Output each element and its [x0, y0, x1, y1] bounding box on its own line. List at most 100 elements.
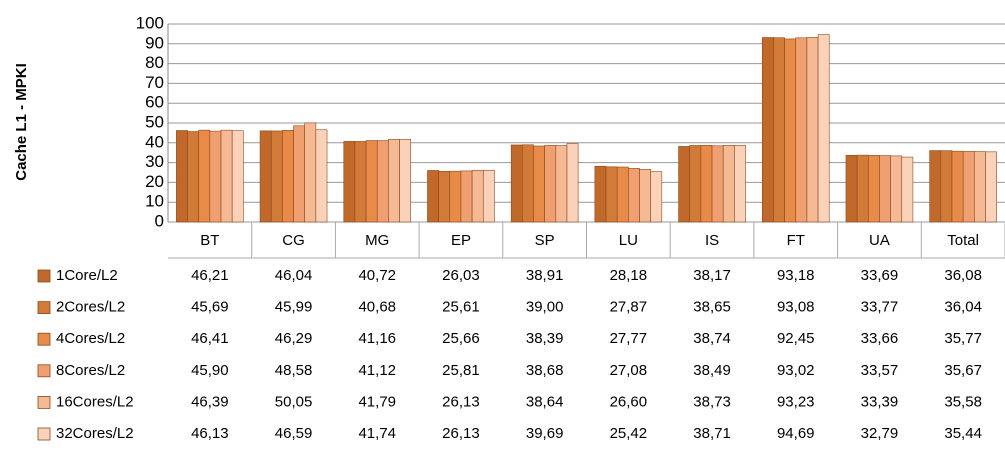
bar — [722, 145, 735, 223]
value-label: 46,13 — [191, 425, 229, 442]
bar — [510, 144, 523, 223]
value-label: 93,08 — [777, 299, 815, 316]
y-tick-label: 70 — [145, 73, 164, 92]
bar — [940, 150, 953, 223]
bar — [176, 130, 188, 223]
value-label: 41,16 — [358, 330, 396, 347]
bar — [449, 170, 462, 223]
value-label: 33,66 — [861, 330, 899, 347]
value-label: 46,39 — [191, 393, 229, 410]
value-label: 35,44 — [944, 425, 982, 442]
value-label: 38,91 — [526, 267, 564, 284]
bar — [471, 169, 484, 223]
value-label: 38,74 — [693, 330, 731, 347]
value-label: 50,05 — [275, 393, 313, 410]
bar — [187, 131, 199, 223]
bar — [209, 130, 222, 223]
bar — [628, 168, 640, 223]
value-label: 33,57 — [861, 362, 899, 379]
value-label: 26,03 — [442, 267, 480, 284]
y-tick-label: 60 — [145, 93, 164, 112]
value-label: 38,71 — [693, 425, 731, 442]
value-label: 27,77 — [610, 330, 648, 347]
value-label: 46,04 — [275, 267, 313, 284]
legend-swatch — [37, 332, 51, 346]
bar — [711, 145, 724, 223]
value-label: 26,13 — [442, 425, 480, 442]
bar — [951, 150, 964, 223]
value-label: 39,69 — [526, 425, 564, 442]
y-tick-label: 20 — [145, 172, 164, 191]
value-label: 38,64 — [526, 393, 564, 410]
bar — [482, 169, 495, 223]
bar — [365, 140, 378, 223]
bar — [784, 38, 797, 223]
legend-label: 2Cores/L2 — [56, 299, 125, 316]
bar — [845, 154, 858, 223]
bar — [817, 34, 830, 223]
y-tick-label: 90 — [145, 33, 164, 52]
bar — [533, 145, 545, 223]
legend-swatch — [37, 364, 51, 378]
y-tick-label: 30 — [145, 152, 164, 171]
x-tick-label: BT — [200, 232, 219, 249]
bar — [460, 170, 473, 223]
bar — [427, 170, 439, 223]
value-label: 25,66 — [442, 330, 480, 347]
y-axis-label: Cache L1 - MPKI — [13, 63, 30, 181]
value-label: 45,99 — [275, 299, 313, 316]
x-tick-label: Total — [947, 232, 979, 249]
value-label: 40,68 — [358, 299, 396, 316]
value-label: 38,39 — [526, 330, 564, 347]
bar — [734, 145, 746, 223]
value-label: 27,87 — [610, 299, 648, 316]
value-label: 38,17 — [693, 267, 731, 284]
bar — [605, 166, 618, 223]
bar — [700, 144, 713, 223]
bar — [879, 155, 891, 223]
bar — [761, 37, 774, 223]
bar — [354, 141, 367, 223]
legend-swatch — [37, 301, 51, 315]
value-label: 35,67 — [944, 362, 982, 379]
legend-label: 8Cores/L2 — [56, 362, 125, 379]
bar — [315, 129, 328, 223]
bar — [929, 150, 942, 223]
bar — [678, 146, 691, 223]
value-label: 40,72 — [358, 267, 396, 284]
legend-swatch — [37, 427, 51, 441]
bar — [555, 145, 568, 223]
y-tick-label: 80 — [145, 53, 164, 72]
value-label: 46,59 — [275, 425, 313, 442]
bar — [985, 151, 997, 223]
value-label: 26,13 — [442, 393, 480, 410]
value-label: 33,69 — [861, 267, 899, 284]
bar — [282, 130, 294, 223]
bar — [639, 169, 651, 223]
bar — [867, 155, 880, 223]
bar — [293, 125, 306, 223]
x-tick-label: IS — [705, 232, 719, 249]
value-label: 38,49 — [693, 362, 731, 379]
bar — [220, 129, 233, 223]
bar — [856, 154, 869, 223]
bar — [795, 37, 808, 223]
value-label: 27,08 — [610, 362, 648, 379]
value-label: 46,29 — [275, 330, 313, 347]
bar — [962, 151, 975, 223]
bar — [616, 166, 629, 223]
value-label: 94,69 — [777, 425, 815, 442]
bar — [343, 141, 356, 223]
bar — [594, 165, 607, 223]
bar — [270, 130, 283, 223]
legend-label: 1Core/L2 — [56, 267, 118, 284]
value-label: 48,58 — [275, 362, 313, 379]
value-label: 92,45 — [777, 330, 815, 347]
x-tick-label: SP — [535, 232, 555, 249]
y-tick-label: 50 — [145, 112, 164, 131]
bar — [566, 143, 579, 223]
value-label: 93,18 — [777, 267, 815, 284]
value-label: 32,79 — [861, 425, 899, 442]
bar — [522, 144, 534, 223]
